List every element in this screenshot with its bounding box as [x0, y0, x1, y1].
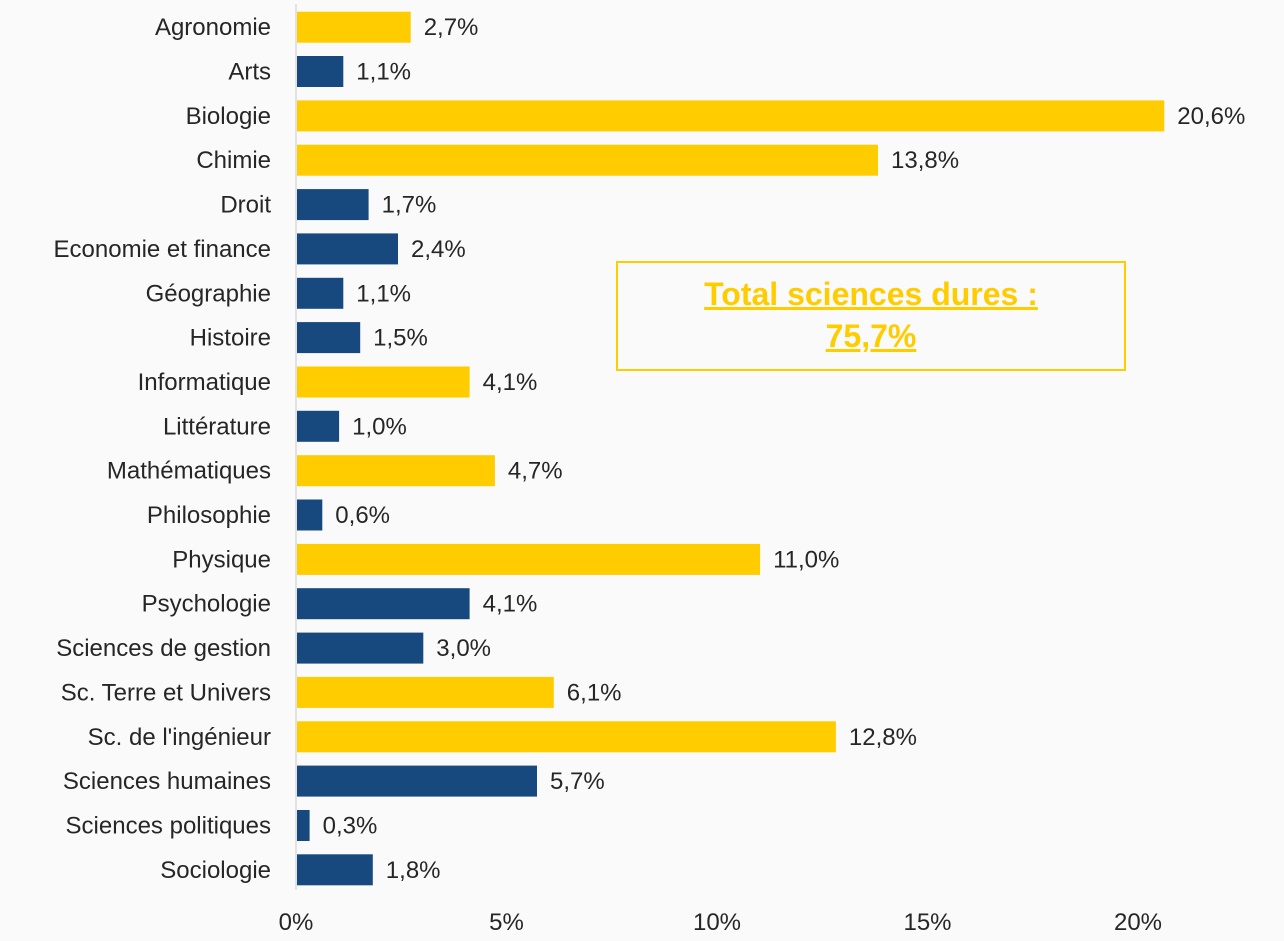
- category-label-mathematiques: Mathématiques: [107, 458, 271, 485]
- x-tick-label-15: 15%: [903, 909, 951, 936]
- bar-psychologie: [297, 588, 470, 620]
- value-label-droit: 1,7%: [382, 192, 437, 219]
- bar-arts: [297, 56, 344, 87]
- category-label-sciences-humaines: Sciences humaines: [63, 768, 271, 795]
- value-label-economie-et-finance: 2,4%: [411, 236, 466, 263]
- category-label-chimie: Chimie: [196, 147, 271, 174]
- category-label-histoire: Histoire: [190, 325, 271, 352]
- bar-geographie: [297, 277, 344, 309]
- category-label-geographie: Géographie: [146, 280, 271, 307]
- bar-physique: [297, 543, 761, 575]
- value-label-psychologie: 4,1%: [483, 591, 538, 618]
- value-label-sciences-humaines: 5,7%: [550, 768, 605, 795]
- value-label-mathematiques: 4,7%: [508, 458, 563, 485]
- value-label-agronomie: 2,7%: [424, 14, 479, 41]
- bar-biologie: [297, 100, 1165, 132]
- bar-sciences-humaines: [297, 765, 537, 797]
- category-label-informatique: Informatique: [138, 369, 271, 396]
- x-tick-label-5: 5%: [489, 909, 524, 936]
- bars-layer: [297, 11, 1165, 886]
- category-label-sociologie: Sociologie: [160, 857, 271, 884]
- category-label-droit: Droit: [220, 192, 271, 219]
- value-label-sciences-de-gestion: 3,0%: [436, 635, 491, 662]
- bar-litterature: [297, 410, 340, 442]
- callout-line-2: 75,7%: [825, 318, 917, 354]
- ticks-layer: 0% 5% 10% 15% 20%: [279, 909, 1162, 936]
- category-label-sciences-politiques: Sciences politiques: [66, 813, 271, 840]
- value-label-philosophie: 0,6%: [335, 502, 390, 529]
- value-label-physique: 11,0%: [773, 546, 839, 573]
- value-label-geographie: 1,1%: [356, 280, 411, 307]
- value-label-histoire: 1,5%: [373, 325, 428, 352]
- value-label-biologie: 20,6%: [1177, 103, 1245, 130]
- bar-sc-terre-et-univers: [297, 676, 554, 708]
- x-tick-label-0: 0%: [279, 909, 314, 936]
- category-label-physique: Physique: [172, 546, 271, 573]
- value-label-sociologie: 1,8%: [386, 857, 441, 884]
- bar-philosophie: [297, 499, 323, 531]
- category-label-biologie: Biologie: [186, 103, 271, 130]
- x-tick-label-10: 10%: [693, 909, 741, 936]
- value-label-informatique: 4,1%: [483, 369, 538, 396]
- category-label-arts: Arts: [228, 59, 271, 86]
- bar-droit: [297, 189, 369, 221]
- value-label-litterature: 1,0%: [352, 413, 407, 440]
- category-label-psychologie: Psychologie: [142, 591, 271, 618]
- bar-histoire: [297, 322, 361, 354]
- bar-chimie: [297, 144, 878, 176]
- value-label-sc-de-l-ingenieur: 12,8%: [849, 724, 917, 751]
- bar-sciences-de-gestion: [297, 632, 424, 664]
- category-label-economie-et-finance: Economie et finance: [54, 236, 271, 263]
- value-label-sc-terre-et-univers: 6,1%: [567, 679, 622, 706]
- bar-agronomie: [297, 11, 411, 43]
- category-label-litterature: Littérature: [163, 413, 271, 440]
- hard-sciences-total-callout: Total sciences dures : 75,7%: [616, 261, 1126, 371]
- bar-sociologie: [297, 854, 373, 886]
- category-label-sciences-de-gestion: Sciences de gestion: [56, 635, 271, 662]
- category-label-sc-de-l-ingenieur: Sc. de l'ingénieur: [88, 724, 271, 751]
- category-label-philosophie: Philosophie: [147, 502, 271, 529]
- callout-line-1: Total sciences dures :: [704, 276, 1038, 313]
- bar-sciences-politiques: [297, 810, 310, 841]
- x-tick-label-20: 20%: [1114, 909, 1162, 936]
- category-label-agronomie: Agronomie: [155, 14, 271, 41]
- value-label-sciences-politiques: 0,3%: [323, 813, 378, 840]
- value-label-arts: 1,1%: [356, 59, 411, 86]
- category-label-sc-terre-et-univers: Sc. Terre et Univers: [61, 679, 271, 706]
- bar-sc-de-l-ingenieur: [297, 721, 836, 753]
- bar-economie-et-finance: [297, 233, 398, 265]
- value-label-chimie: 13,8%: [891, 147, 959, 174]
- bar-mathematiques: [297, 455, 495, 487]
- labels-layer: Agronomie 2,7% Arts 1,1% Biologie 20,6% Chimie…: [54, 14, 1246, 884]
- bar-informatique: [297, 366, 470, 398]
